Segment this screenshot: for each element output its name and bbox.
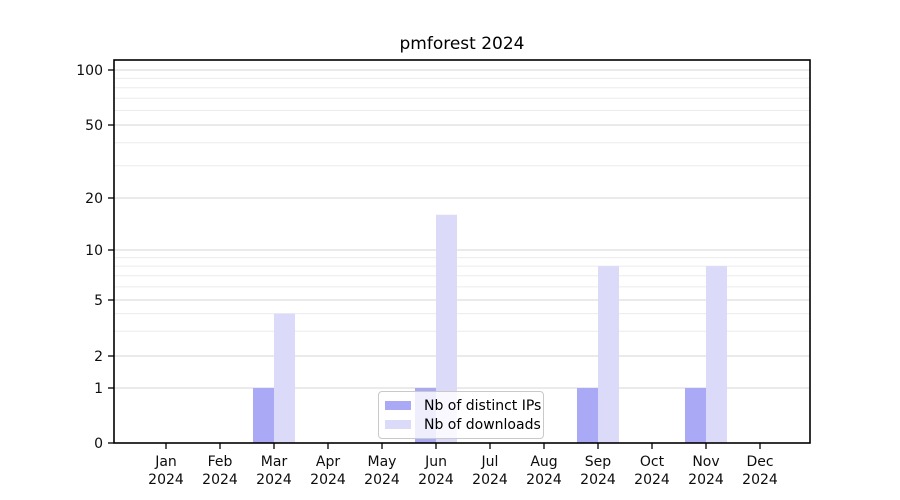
bar-downloads-mar — [274, 313, 295, 443]
x-tick-label-month-jan: Jan — [154, 454, 177, 470]
bar-distinct-ips-sep — [577, 388, 598, 443]
x-tick-label-month-nov: Nov — [692, 454, 719, 470]
bar-downloads-nov — [706, 266, 727, 443]
x-tick-label-month-apr: Apr — [316, 454, 340, 470]
y-tick-label-100: 100 — [76, 63, 103, 79]
y-tick-label-2: 2 — [94, 349, 103, 365]
plot-frame — [113, 59, 811, 444]
x-tick-label-month-feb: Feb — [208, 454, 233, 470]
x-tick-label-month-oct: Oct — [640, 454, 665, 470]
legend-swatch-downloads — [385, 420, 411, 429]
y-tick-label-5: 5 — [94, 293, 103, 309]
legend-label-downloads: Nb of downloads — [424, 416, 541, 433]
x-tick-label-year-sep: 2024 — [580, 472, 616, 488]
y-tick-label-1: 1 — [94, 381, 103, 397]
y-tick-label-10: 10 — [85, 243, 103, 259]
bar-downloads-sep — [598, 266, 619, 443]
x-tick-label-year-aug: 2024 — [526, 472, 562, 488]
legend-item-downloads: Nb of downloads — [385, 417, 541, 433]
x-tick-label-year-jun: 2024 — [418, 472, 454, 488]
x-tick-label-month-aug: Aug — [530, 454, 557, 470]
x-tick-label-month-dec: Dec — [746, 454, 773, 470]
bar-distinct-ips-nov — [685, 388, 706, 443]
bar-distinct-ips-mar — [253, 388, 274, 443]
x-tick-label-month-may: May — [368, 454, 397, 470]
y-tick-label-50: 50 — [85, 118, 103, 134]
y-tick-label-0: 0 — [94, 436, 103, 452]
bar-downloads-jun — [436, 214, 457, 443]
chart-title: pmforest 2024 — [399, 34, 525, 54]
x-tick-label-year-feb: 2024 — [202, 472, 238, 488]
legend-swatch-distinct-ips — [385, 401, 411, 410]
x-tick-label-year-oct: 2024 — [634, 472, 670, 488]
x-tick-label-year-nov: 2024 — [688, 472, 724, 488]
x-tick-label-year-dec: 2024 — [742, 472, 778, 488]
y-tick-label-20: 20 — [85, 191, 103, 207]
x-tick-label-month-mar: Mar — [261, 454, 288, 470]
x-tick-label-year-may: 2024 — [364, 472, 400, 488]
x-tick-label-year-apr: 2024 — [310, 472, 346, 488]
x-tick-label-month-jul: Jul — [481, 454, 499, 470]
x-tick-label-month-jun: Jun — [424, 454, 447, 470]
legend-item-distinct-ips: Nb of distinct IPs — [385, 398, 541, 414]
x-tick-label-month-sep: Sep — [585, 454, 612, 470]
x-tick-label-year-jul: 2024 — [472, 472, 508, 488]
legend-label-distinct-ips: Nb of distinct IPs — [424, 397, 542, 414]
legend: Nb of distinct IPs Nb of downloads — [378, 391, 544, 439]
x-tick-label-year-mar: 2024 — [256, 472, 292, 488]
x-tick-label-year-jan: 2024 — [148, 472, 184, 488]
